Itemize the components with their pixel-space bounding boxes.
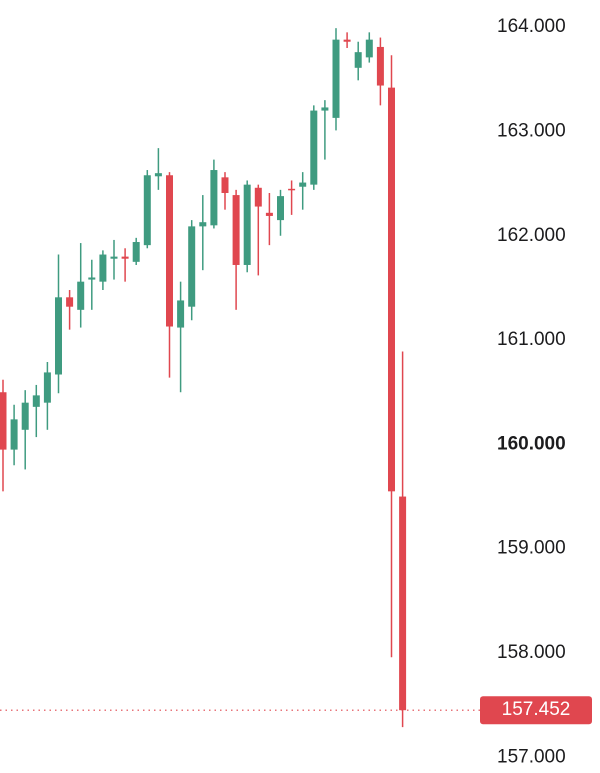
candle-body xyxy=(299,182,307,187)
candle-body xyxy=(43,372,51,403)
y-tick-label: 163.000 xyxy=(497,120,566,141)
candle-body xyxy=(32,395,40,407)
y-tick-label: 158.000 xyxy=(497,642,566,663)
candle-body xyxy=(66,297,74,307)
candle-body xyxy=(277,196,284,221)
y-tick-label: 160.000 xyxy=(497,433,566,454)
candle-body xyxy=(199,222,207,227)
candle-body xyxy=(177,300,185,328)
candle-body xyxy=(166,175,173,327)
candle-body xyxy=(55,297,62,375)
candle-body xyxy=(132,242,140,262)
candle-body xyxy=(343,39,351,42)
candle-body xyxy=(0,392,7,450)
candle-body xyxy=(188,226,196,307)
candle-body xyxy=(388,87,395,492)
candle-body xyxy=(110,256,118,259)
candle-body xyxy=(77,281,85,310)
candle-body xyxy=(376,46,384,86)
last-price-label: 157.452 xyxy=(502,699,571,720)
candle-body xyxy=(232,195,240,265)
candle-body xyxy=(154,173,162,177)
y-tick-label: 161.000 xyxy=(497,329,566,350)
candle-body xyxy=(399,496,407,711)
last-price-box xyxy=(480,696,592,725)
candle-body xyxy=(10,419,18,450)
candle-body xyxy=(243,184,251,265)
candle-body xyxy=(265,212,273,216)
candle-body xyxy=(365,39,373,58)
candle-body xyxy=(321,107,329,111)
y-tick-label: 162.000 xyxy=(497,225,566,246)
candle-body xyxy=(354,52,362,68)
candle-body xyxy=(143,175,151,246)
candle-body xyxy=(99,254,107,282)
y-tick-label: 159.000 xyxy=(497,538,566,559)
candle-body xyxy=(288,188,296,191)
candle-body xyxy=(310,110,318,185)
candle-body xyxy=(221,177,229,193)
candle-body xyxy=(121,256,129,259)
candle-body xyxy=(88,277,96,280)
y-tick-label: 164.000 xyxy=(497,16,566,37)
candle-body xyxy=(332,39,340,118)
candle-body xyxy=(21,402,29,430)
candle-body xyxy=(254,187,262,207)
y-tick-label: 157.000 xyxy=(497,746,566,767)
candle-body xyxy=(210,170,218,226)
